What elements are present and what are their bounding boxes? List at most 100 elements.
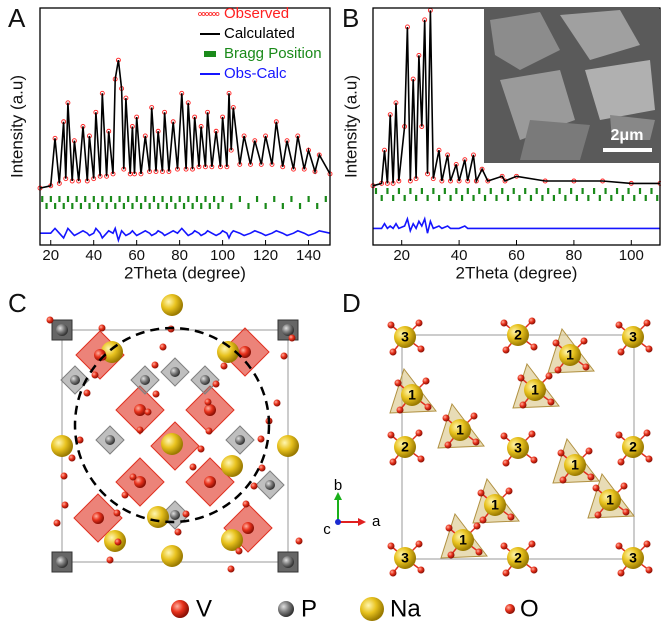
o-atom <box>243 501 250 508</box>
bragg-tick <box>161 196 163 202</box>
bragg-tick <box>478 188 480 194</box>
bragg-tick <box>256 196 258 202</box>
bragg-tick <box>54 203 56 209</box>
o-atom <box>416 541 423 548</box>
bragg-tick <box>559 188 561 194</box>
bragg-tick <box>213 196 215 202</box>
o-atom <box>115 539 122 546</box>
o-atom <box>153 391 160 398</box>
o-atom <box>595 512 602 519</box>
o-atom <box>520 402 527 409</box>
bragg-tick <box>547 188 549 194</box>
v-atom <box>204 404 216 416</box>
site-label: 2 <box>401 439 409 455</box>
x-tick-label: 100 <box>210 247 235 264</box>
v-atom <box>92 512 104 524</box>
bragg-tick <box>409 188 411 194</box>
bragg-tick <box>587 195 589 201</box>
x-tick-label: 60 <box>128 247 145 264</box>
bragg-tick <box>247 203 249 209</box>
legend-label: Na <box>390 595 421 622</box>
o-atom <box>531 457 538 464</box>
bragg-tick <box>484 195 486 201</box>
bragg-tick <box>461 195 463 201</box>
o-atom <box>644 541 651 548</box>
o-atom <box>258 436 265 443</box>
o-atom <box>616 322 623 329</box>
bragg-tick <box>541 195 543 201</box>
na-atom <box>277 435 299 457</box>
o-atom <box>621 483 628 490</box>
bragg-tick <box>490 188 492 194</box>
o-atom <box>296 538 303 545</box>
bragg-tick <box>140 203 142 209</box>
p-atom <box>170 367 180 377</box>
o-atom <box>616 432 623 439</box>
bragg-tick <box>84 196 86 202</box>
x-tick-label: 20 <box>42 247 59 264</box>
site-label: 2 <box>514 550 522 566</box>
na-atom <box>51 435 73 457</box>
o-atom <box>107 557 114 564</box>
bragg-tick <box>230 203 232 209</box>
o-atom <box>259 465 266 472</box>
o-atom <box>501 320 508 327</box>
o-atom <box>593 485 600 492</box>
bragg-tick <box>604 188 606 194</box>
axis-triad: a b c <box>323 477 381 538</box>
bragg-tick <box>222 196 224 202</box>
bragg-tick <box>106 203 108 209</box>
bragg-tick <box>593 188 595 194</box>
site-label: 1 <box>408 387 416 403</box>
bragg-tick <box>93 196 95 202</box>
legend-label: P <box>301 595 317 622</box>
legend-symbol <box>206 13 209 16</box>
bragg-tick <box>153 196 155 202</box>
o-atom <box>206 428 213 435</box>
bragg-tick <box>375 188 377 194</box>
bragg-tick <box>299 203 301 209</box>
bragg-tick <box>616 188 618 194</box>
bragg-tick <box>239 196 241 202</box>
o-atom <box>190 464 197 471</box>
o-atom <box>443 415 450 422</box>
o-atom <box>416 320 423 327</box>
o-atom <box>92 372 99 379</box>
bragg-tick <box>110 196 112 202</box>
bragg-tick <box>518 195 520 201</box>
bragg-tick <box>570 188 572 194</box>
x-axis-label: 2Theta (degree) <box>124 263 246 282</box>
site-label: 1 <box>456 422 464 438</box>
o-atom <box>474 523 481 530</box>
bragg-tick <box>127 196 129 202</box>
o-atom <box>646 567 653 574</box>
bragg-tick <box>76 196 78 202</box>
bragg-tick <box>80 203 82 209</box>
o-atom <box>160 344 167 351</box>
site-label: 3 <box>401 329 409 345</box>
o-atom <box>529 318 536 325</box>
bragg-tick <box>196 196 198 202</box>
v-atom <box>204 476 216 488</box>
p-atom <box>56 324 68 336</box>
bragg-tick <box>639 188 641 194</box>
o-atom <box>388 322 395 329</box>
o-atom <box>503 570 510 577</box>
o-atom <box>480 517 487 524</box>
series-line <box>40 228 330 240</box>
bragg-tick <box>192 203 194 209</box>
legend-symbol <box>213 13 216 16</box>
site-label: 1 <box>491 497 499 513</box>
bragg-tick <box>627 188 629 194</box>
bragg-tick <box>200 203 202 209</box>
bragg-tick <box>645 195 647 201</box>
bragg-tick <box>136 196 138 202</box>
o-atom <box>529 431 536 438</box>
o-atom <box>418 567 425 574</box>
o-atom <box>618 459 625 466</box>
site-label: 1 <box>606 492 614 508</box>
bragg-tick <box>187 196 189 202</box>
bragg-tick <box>392 195 394 201</box>
bragg-tick <box>50 196 52 202</box>
y-axis-label: Intensity (a.u) <box>341 75 360 178</box>
